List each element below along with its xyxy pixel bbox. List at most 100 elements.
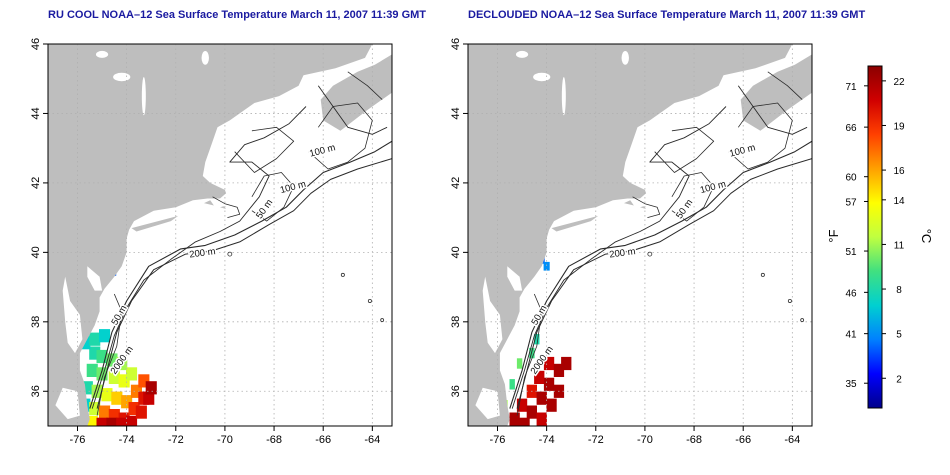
sst-cell [126,415,138,426]
seamount-ring [647,251,653,257]
celsius-tick-label: 16 [893,166,905,177]
land-mass [468,44,793,426]
bay-water [87,266,103,291]
sst-cell [536,412,547,426]
y-tick-label: 40 [30,246,42,258]
fahrenheit-tick-label: 46 [845,288,857,299]
island [204,200,214,206]
sst-cell [116,356,128,371]
sst-cell [135,405,147,419]
x-tick-label: -64 [364,434,380,446]
sst-cell [145,381,157,395]
depth-contour [347,71,383,100]
celsius-tick-label: 11 [894,240,905,251]
lake [95,50,109,58]
island [551,215,599,232]
contour-label: 200 m [189,246,217,261]
contour-label-halo: 200 m [609,246,637,261]
y-tick-label: 36 [30,385,42,397]
sst-cell [116,417,128,426]
lake [113,72,131,82]
sst-cell [121,395,133,409]
plot-frame [47,43,393,427]
celsius-tick-label: 8 [896,285,902,296]
sst-cell [111,391,123,405]
sst-cell [89,346,101,360]
sst-cell [536,391,547,405]
seamount-ring [380,318,385,322]
depth-contour [308,102,373,170]
depth-contour [767,71,803,100]
sst-cell [143,391,155,405]
sst-cell [543,261,550,271]
x-tick-label: -74 [119,434,135,446]
celsius-tick-label: 14 [893,196,905,207]
sst-cell [516,398,528,412]
depth-contour [511,106,727,409]
lake [141,76,146,116]
depth-contour [654,126,715,173]
y-tick-label: 46 [30,38,42,50]
x-tick-label: -70 [217,434,233,446]
y-tick-label: 40 [450,246,462,258]
y-tick-label: 36 [450,385,462,397]
grid-lines [468,44,812,426]
y-tick-label: 42 [450,177,462,189]
sst-cell [108,409,120,423]
sst-cell [99,329,111,343]
seamount-ring [340,272,345,277]
depth-contour [516,293,543,416]
right-panel-title: DECLOUDED NOAA–12 Sea Surface Temperatur… [468,9,866,21]
x-tick-label: -70 [637,434,653,446]
sst-cell [101,388,113,402]
bay-water [507,266,523,291]
seamount-ring [367,298,372,303]
fahrenheit-tick-label: 41 [845,330,857,341]
sst-cell [553,363,565,377]
y-tick-label: 46 [450,38,462,50]
depth-contour [234,126,295,173]
island [220,206,227,209]
fahrenheit-tick-label: 57 [845,197,857,208]
x-tick-label: -66 [315,434,331,446]
depth-contour [212,196,241,218]
y-tick-label: 44 [30,107,42,119]
x-tick-label: -72 [588,434,604,446]
sst-cell [108,370,120,384]
sst-cell [96,417,108,426]
depth-contour [251,172,295,222]
sst-cell [138,374,150,388]
lake [561,76,566,116]
plot-frame [467,43,813,427]
sst-cell [509,379,515,390]
sst-cell [519,417,530,426]
fahrenheit-tick-label: 71 [845,82,857,93]
lake [201,50,209,65]
depth-contour [89,140,392,409]
sst-cell [118,374,130,388]
contour-label: 200 m [609,246,637,261]
x-tick-label: -66 [735,434,751,446]
depth-contour [509,140,812,409]
fahrenheit-tick-label: 60 [845,173,857,184]
sst-cell [128,402,140,416]
island [131,215,179,232]
x-tick-label: -72 [168,434,184,446]
sst-cell [130,384,142,398]
bathymetry-contours [509,71,812,416]
y-tick-label: 42 [30,177,42,189]
land-mass [48,44,373,426]
bay-water [55,387,80,420]
depth-contour [91,106,307,409]
sst-cell [89,332,101,346]
x-tick-label: -76 [70,434,86,446]
lake [533,72,551,82]
x-tick-label: -76 [490,434,506,446]
colorbar-gradient [867,65,883,409]
sst-cell [543,356,555,371]
lake [621,50,629,65]
nova-scotia-land [320,54,392,131]
